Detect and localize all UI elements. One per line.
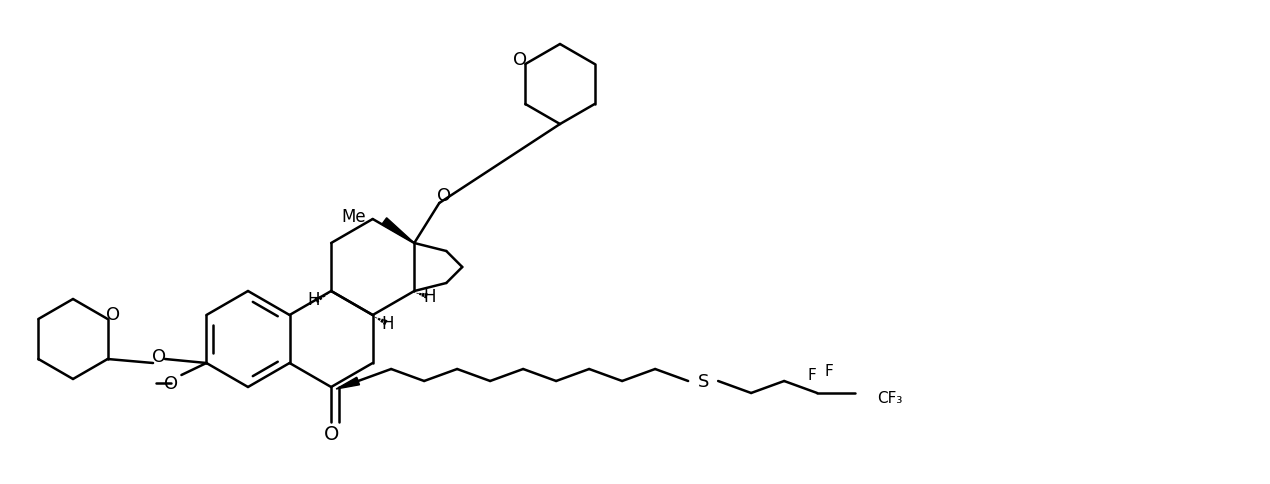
Text: O: O bbox=[105, 305, 119, 323]
Text: O: O bbox=[324, 424, 339, 443]
Text: CF₃: CF₃ bbox=[878, 391, 903, 406]
Text: H: H bbox=[307, 290, 319, 308]
Text: Me: Me bbox=[342, 208, 366, 226]
Text: S: S bbox=[697, 372, 709, 390]
Polygon shape bbox=[337, 378, 359, 389]
Text: O: O bbox=[152, 348, 166, 365]
Text: O: O bbox=[513, 51, 527, 69]
Text: H: H bbox=[423, 287, 436, 305]
Text: H: H bbox=[381, 314, 394, 333]
Text: F: F bbox=[824, 364, 833, 378]
Polygon shape bbox=[382, 218, 414, 243]
Text: O: O bbox=[437, 187, 451, 205]
Text: F: F bbox=[808, 368, 817, 383]
Text: O: O bbox=[164, 374, 179, 392]
